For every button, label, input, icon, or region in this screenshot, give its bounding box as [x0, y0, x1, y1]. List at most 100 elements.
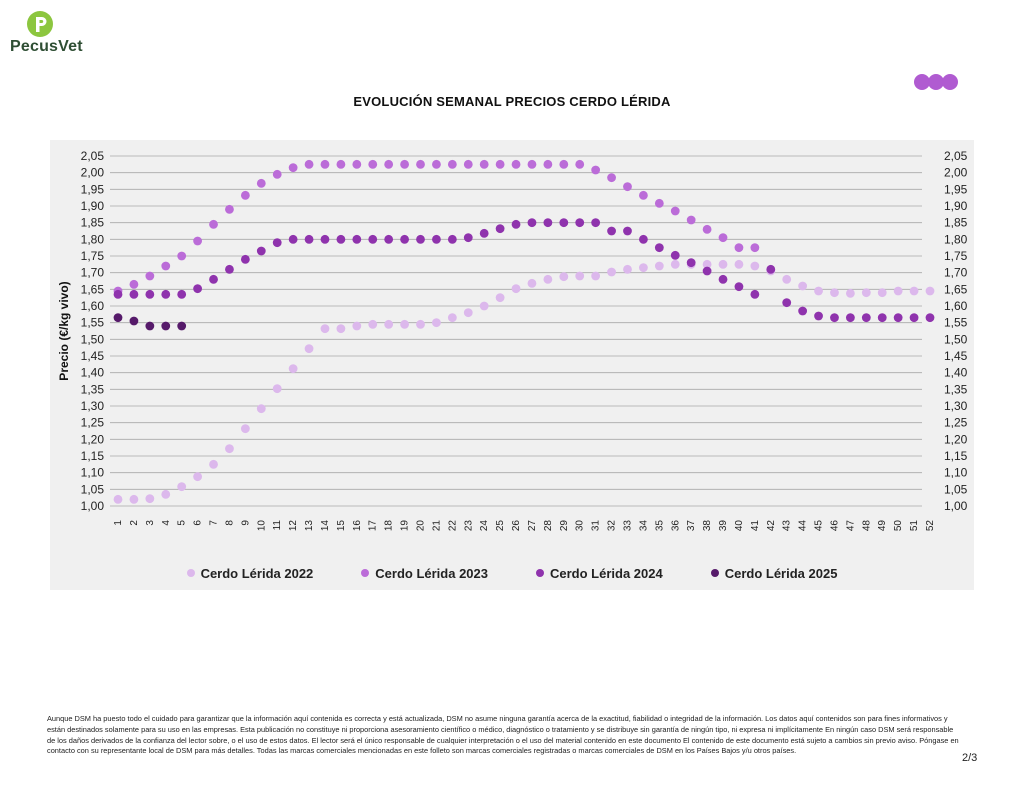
- pecusvet-logo-icon: [27, 11, 53, 37]
- data-point-series-1: [559, 272, 569, 282]
- data-point-series-3: [654, 243, 664, 253]
- data-point-series-1: [750, 261, 760, 271]
- x-tick-label: 28: [543, 520, 554, 532]
- data-point-series-1: [447, 313, 457, 323]
- data-point-series-3: [893, 313, 903, 323]
- data-point-series-3: [368, 234, 378, 244]
- data-point-series-2: [750, 243, 760, 253]
- data-point-series-2: [702, 224, 712, 234]
- y-tick-label-right: 1,70: [944, 266, 968, 280]
- y-tick-label-left: 1,85: [81, 216, 105, 230]
- chart-plot: 1,00 1,00 1,05 1,05 1,10 1,10 1,15 1,15 1,20 1,20…: [57, 149, 968, 532]
- data-point-series-1: [368, 319, 378, 329]
- data-point-series-1: [129, 494, 139, 504]
- data-point-series-3: [495, 224, 505, 234]
- y-tick-label-right: 1,95: [944, 182, 968, 196]
- x-tick-label: 9: [240, 520, 251, 526]
- data-point-series-3: [129, 289, 139, 299]
- data-point-series-3: [559, 218, 569, 228]
- data-point-series-1: [161, 489, 171, 499]
- data-point-series-2: [240, 190, 250, 200]
- data-point-series-3: [288, 234, 298, 244]
- x-tick-label: 21: [431, 520, 442, 532]
- data-point-series-3: [814, 311, 823, 321]
- legend-marker: [186, 569, 195, 577]
- x-tick-label: 37: [686, 520, 697, 532]
- x-tick-label: 49: [877, 520, 888, 532]
- x-tick-label: 19: [400, 520, 411, 532]
- x-tick-label: 14: [320, 520, 331, 532]
- legend-marker: [536, 569, 544, 577]
- data-point-series-2: [352, 159, 362, 169]
- data-point-series-3: [670, 250, 680, 260]
- data-point-series-3: [607, 226, 616, 236]
- data-point-series-2: [209, 219, 218, 229]
- data-point-series-1: [495, 293, 505, 303]
- x-tick-label: 45: [814, 520, 825, 532]
- y-tick-label-right: 1,10: [944, 466, 968, 480]
- y-tick-label-left: 1,65: [81, 282, 105, 296]
- data-point-series-3: [511, 219, 521, 229]
- y-tick-label-left: 2,05: [81, 149, 105, 163]
- data-point-series-3: [416, 234, 425, 244]
- data-point-series-2: [686, 215, 696, 225]
- y-tick-label-right: 1,25: [944, 416, 968, 430]
- x-tick-label: 26: [511, 520, 522, 532]
- data-point-series-1: [702, 259, 712, 269]
- chart-panel: 1,00 1,00 1,05 1,05 1,10 1,10 1,15 1,15 1,20 1,20…: [50, 140, 974, 590]
- x-tick-label: 23: [463, 520, 474, 532]
- x-tick-label: 33: [622, 520, 633, 532]
- legend-label: Cerdo Lérida 2024: [550, 565, 663, 581]
- x-tick-label: 39: [718, 520, 729, 532]
- data-point-series-2: [511, 159, 521, 169]
- x-tick-label: 42: [766, 520, 777, 532]
- data-point-series-3: [432, 234, 441, 244]
- data-point-series-3: [209, 274, 218, 284]
- data-point-series-2: [734, 243, 744, 253]
- data-point-series-1: [304, 344, 314, 354]
- data-point-series-1: [432, 318, 441, 328]
- data-point-series-2: [225, 204, 234, 214]
- data-point-series-1: [877, 288, 887, 298]
- data-point-series-1: [861, 288, 871, 298]
- y-tick-label-left: 1,10: [81, 466, 105, 480]
- data-point-series-2: [607, 173, 616, 183]
- y-tick-label-left: 1,60: [81, 299, 105, 313]
- data-point-series-1: [591, 271, 601, 281]
- data-point-series-2: [288, 163, 298, 173]
- data-point-series-2: [384, 159, 394, 169]
- data-point-series-2: [416, 159, 425, 169]
- data-point-series-3: [543, 218, 553, 228]
- data-point-series-1: [654, 261, 664, 271]
- data-point-series-1: [240, 424, 250, 434]
- y-tick-label-right: 1,00: [944, 499, 968, 513]
- y-tick-label-left: 1,40: [81, 366, 105, 380]
- y-tick-label-left: 1,25: [81, 416, 105, 430]
- data-point-series-1: [272, 384, 282, 394]
- y-tick-label-right: 1,40: [944, 366, 968, 380]
- y-tick-label-left: 1,15: [81, 449, 105, 463]
- x-tick-label: 17: [368, 520, 379, 532]
- data-point-series-3: [702, 266, 712, 276]
- y-tick-label-right: 1,35: [944, 382, 968, 396]
- data-point-series-1: [145, 494, 155, 504]
- data-point-series-2: [336, 159, 346, 169]
- data-point-series-3: [161, 289, 171, 299]
- pecusvet-logo: PecusVet: [8, 8, 88, 58]
- legend-label: Cerdo Lérida 2023: [375, 565, 488, 581]
- data-point-series-2: [718, 233, 728, 243]
- data-point-series-1: [798, 281, 808, 291]
- data-point-series-2: [129, 279, 139, 289]
- data-point-series-3: [447, 234, 457, 244]
- data-point-series-2: [654, 198, 664, 208]
- data-point-series-1: [575, 271, 585, 281]
- y-tick-label-right: 1,15: [944, 449, 968, 463]
- data-point-series-3: [750, 289, 760, 299]
- y-tick-label-left: 1,70: [81, 266, 105, 280]
- page-number: 2/3: [962, 752, 978, 764]
- y-tick-label-right: 1,45: [944, 349, 968, 363]
- data-point-series-1: [845, 288, 855, 298]
- data-point-series-1: [511, 284, 521, 294]
- data-point-series-1: [670, 259, 680, 269]
- data-point-series-1: [209, 459, 218, 469]
